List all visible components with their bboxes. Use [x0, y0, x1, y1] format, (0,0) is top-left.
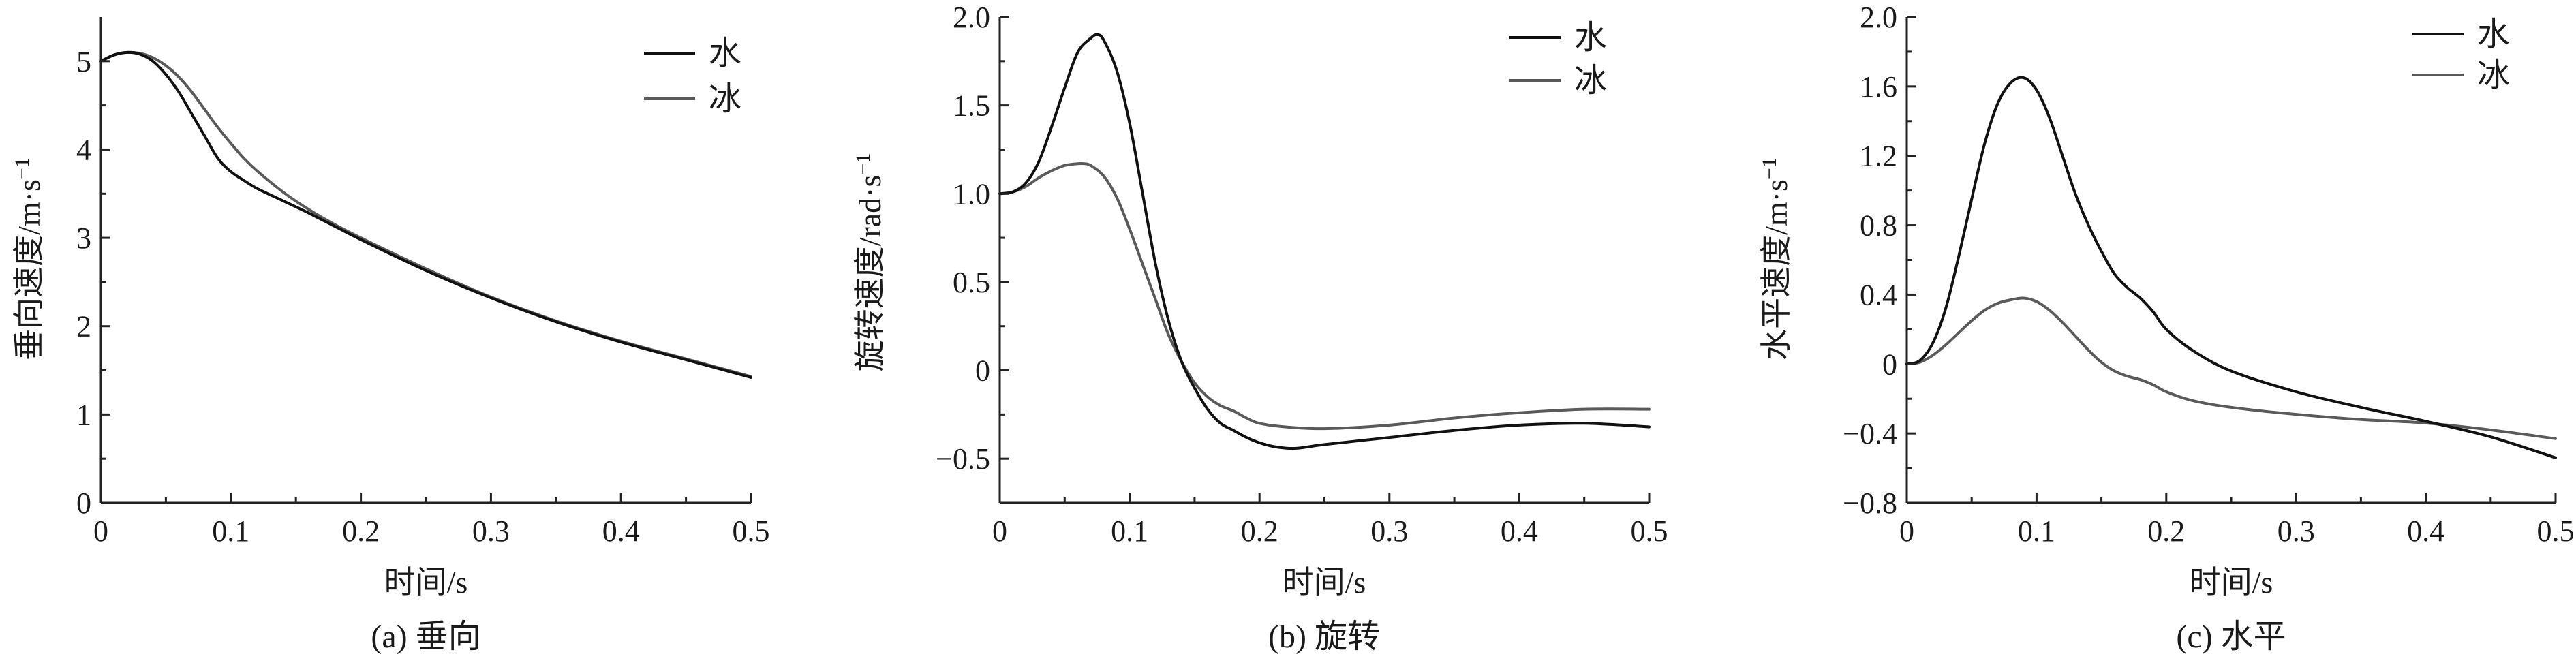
panel-c-x-axis-title: 时间/s	[2190, 565, 2273, 600]
panel-c-caption: (c) 水平	[2176, 619, 2286, 655]
panel-a-x-tick-label: 0.4	[602, 514, 640, 548]
panel-c-y-tick-label: 0.8	[1860, 209, 1897, 243]
panel-a-y-tick-label: 5	[76, 45, 91, 78]
panel-a: 0 0.1 0.2 0.3 0.4 0.5 0 1 2 3 4 5 水 冰 时间/s 垂向速度/m·s…	[11, 17, 770, 655]
panel-b-y-tick-label: −0.5	[936, 442, 990, 476]
panel-b: 0 0.1 0.2 0.3 0.4 0.5 −0.5 0 0.5 1.0 1.5 2.0 水 冰 时间…	[852, 1, 1668, 655]
panel-b-x-tick-label: 0.1	[1111, 514, 1148, 548]
panel-b-y-tick-label: 0.5	[953, 266, 990, 299]
panel-a-caption: (a) 垂向	[371, 619, 480, 655]
panel-c-y-tick-label: 1.6	[1860, 70, 1897, 104]
panel-a-x-axis-title: 时间/s	[384, 565, 468, 600]
panel-c-y-tick-label: 0.4	[1860, 278, 1897, 311]
panel-c-legend-label-1: 冰	[2477, 57, 2510, 93]
panel-b-y-tick-label: 1.0	[953, 177, 990, 211]
panel-b-y-tick-label: 0	[975, 354, 990, 388]
panel-c-y-tick-label: 1.2	[1860, 140, 1897, 173]
panel-c-series-layer	[1905, 76, 2557, 459]
panel-c: 0 0.1 0.2 0.3 0.4 0.5 −0.8 −0.4 0 0.4 0.8 1.2 1.6 2.0…	[1758, 1, 2575, 655]
panel-c-y-tick-label: 2.0	[1860, 1, 1897, 34]
panel-b-legend-label-0: 水	[1574, 20, 1607, 56]
panel-b-y-tick-label: 1.5	[953, 89, 990, 123]
panel-c-x-tick-label: 0.1	[2018, 514, 2055, 548]
panel-c-legend: 水 冰	[2412, 16, 2510, 93]
panel-c-x-tick-label: 0	[1899, 514, 1914, 548]
panel-b-series-layer	[998, 33, 1651, 450]
panel-a-legend: 水 冰	[644, 35, 741, 117]
panel-b-series-1-line	[998, 161, 1651, 431]
panel-b-caption: (b) 旋转	[1268, 619, 1380, 655]
panel-c-x-tick-label: 0.2	[2147, 514, 2185, 548]
panel-c-x-tick-label: 0.5	[2537, 514, 2575, 548]
panel-c-axes-layer: 0 0.1 0.2 0.3 0.4 0.5 −0.8 −0.4 0 0.4 0.8 1.2 1.6 2.0	[1843, 1, 2574, 548]
panel-a-series-1-line	[99, 50, 752, 378]
panel-a-x-tick-label: 0	[93, 514, 108, 548]
panel-b-y-axis-title: 旋转速度/rad·s−1	[852, 153, 887, 372]
panel-b-x-tick-label: 0.2	[1241, 514, 1278, 548]
panel-a-y-axis-title: 垂向速度/m·s−1	[11, 157, 46, 360]
panel-b-y-tick-label: 2.0	[953, 1, 990, 34]
panel-a-y-tick-label: 2	[76, 310, 91, 343]
panel-a-y-tick-label: 0	[76, 486, 91, 520]
panel-b-x-tick-label: 0.5	[1631, 514, 1668, 548]
panel-a-y-tick-label: 1	[76, 398, 91, 431]
panel-a-series-0-line	[99, 50, 752, 379]
panel-a-legend-label-1: 冰	[709, 81, 741, 117]
panel-a-legend-label-0: 水	[709, 35, 741, 72]
panel-b-x-tick-label: 0	[992, 514, 1007, 548]
panel-c-series-0-line	[1905, 76, 2557, 459]
panel-a-x-tick-label: 0.3	[472, 514, 510, 548]
panel-b-axes-layer: 0 0.1 0.2 0.3 0.4 0.5 −0.5 0 0.5 1.0 1.5 2.0	[936, 1, 1668, 548]
panel-a-axes-layer: 0 0.1 0.2 0.3 0.4 0.5 0 1 2 3 4 5	[76, 17, 770, 548]
panel-c-legend-label-0: 水	[2477, 16, 2510, 52]
panel-c-y-tick-label: 0	[1882, 347, 1897, 381]
panel-c-y-axis-title: 水平速度/m·s−1	[1758, 157, 1794, 360]
panel-b-x-axis-title: 时间/s	[1283, 565, 1366, 600]
panel-c-y-tick-label: −0.8	[1843, 486, 1897, 520]
panel-b-x-tick-label: 0.3	[1370, 514, 1408, 548]
panel-b-legend: 水 冰	[1509, 20, 1607, 99]
panel-a-y-tick-label: 4	[76, 133, 91, 166]
panel-a-y-tick-label: 3	[76, 221, 91, 255]
panel-b-series-0-line	[998, 33, 1651, 450]
panel-a-series-layer	[99, 50, 752, 379]
panel-a-x-tick-label: 0.2	[342, 514, 380, 548]
panel-c-x-tick-label: 0.3	[2278, 514, 2315, 548]
panel-c-series-1-line	[1905, 296, 2557, 440]
panel-c-x-tick-label: 0.4	[2407, 514, 2444, 548]
panel-b-x-tick-label: 0.4	[1501, 514, 1538, 548]
panel-a-x-tick-label: 0.5	[733, 514, 770, 548]
panel-c-y-tick-label: −0.4	[1843, 417, 1897, 450]
panel-a-x-tick-label: 0.1	[212, 514, 249, 548]
panel-b-legend-label-1: 冰	[1574, 63, 1607, 99]
